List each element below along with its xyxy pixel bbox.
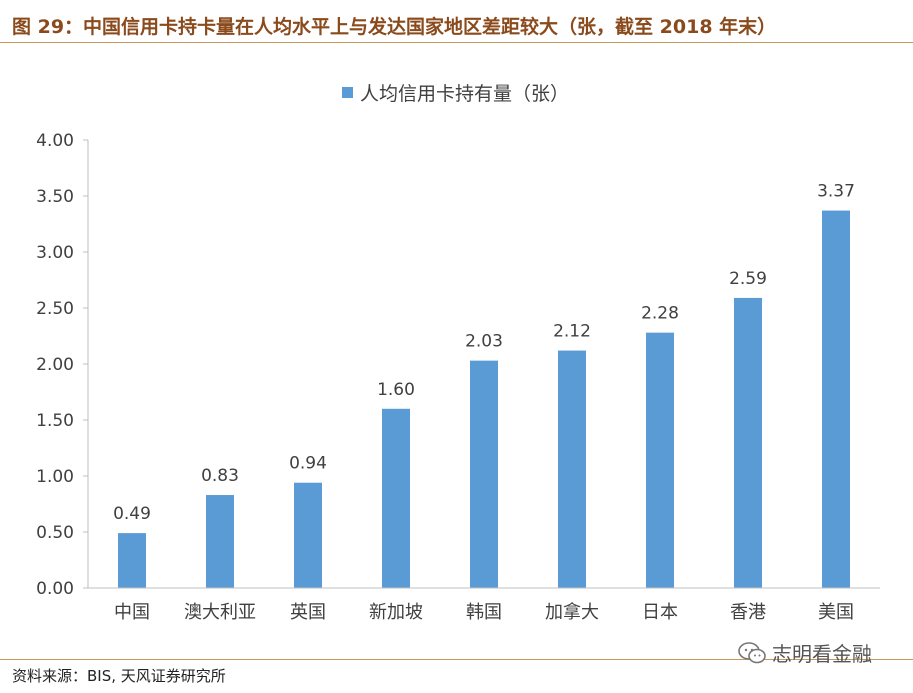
y-axis: 0.00 0.50 1.00 1.50 2.00 2.50 3.00 3.50 4.00 <box>36 131 89 599</box>
x-tick-label: 中国 <box>114 602 150 623</box>
y-tick-label: 4.00 <box>36 131 74 151</box>
bar <box>646 332 674 588</box>
bar <box>734 297 762 588</box>
data-label: 0.49 <box>113 504 151 524</box>
y-tick-label: 2.50 <box>36 299 74 319</box>
data-label: 2.59 <box>729 269 767 289</box>
x-tick-label: 美国 <box>818 602 854 623</box>
data-label: 2.03 <box>465 332 503 352</box>
data-labels: 0.49 0.83 0.94 1.60 2.03 2.12 2.28 2.59 3.37 <box>113 182 855 525</box>
data-label: 0.94 <box>289 454 327 474</box>
y-tick-label: 2.00 <box>36 355 74 375</box>
y-tick-label: 1.50 <box>36 411 74 431</box>
source-divider <box>0 659 913 660</box>
x-tick-label: 香港 <box>730 602 766 623</box>
legend-label: 人均信用卡持有量（张） <box>360 83 569 105</box>
x-tick-label: 英国 <box>290 602 326 623</box>
bar <box>118 533 146 588</box>
bar <box>382 408 410 588</box>
y-tick-label: 1.00 <box>36 467 74 487</box>
data-label: 2.12 <box>553 322 591 342</box>
data-label: 1.60 <box>377 380 415 400</box>
y-tick-label: 0.50 <box>36 523 74 543</box>
bar <box>470 360 498 588</box>
data-label: 0.83 <box>201 466 239 486</box>
source-note: 资料来源：BIS, 天风证券研究所 <box>12 667 226 685</box>
bar <box>206 495 234 588</box>
x-tick-label: 澳大利亚 <box>184 602 256 623</box>
x-tick-label: 加拿大 <box>545 601 599 623</box>
data-label: 2.28 <box>641 304 679 324</box>
bar <box>822 210 850 588</box>
legend: 人均信用卡持有量（张） <box>342 83 569 105</box>
watermark: 志明看金融 <box>738 638 872 667</box>
watermark-text: 志明看金融 <box>772 642 872 666</box>
figure-title: 图 29：中国信用卡持卡量在人均水平上与发达国家地区差距较大（张，截至 2018… <box>12 16 777 38</box>
bar <box>294 482 322 588</box>
x-tick-label: 韩国 <box>466 602 502 623</box>
title-divider <box>0 42 913 43</box>
x-tick-label: 日本 <box>642 602 678 623</box>
x-tick-label: 新加坡 <box>369 602 423 623</box>
y-tick-label: 0.00 <box>36 579 74 599</box>
bar <box>558 350 586 588</box>
x-axis: 中国 澳大利亚 英国 新加坡 韩国 加拿大 日本 香港 美国 <box>88 587 880 623</box>
bars <box>118 210 850 588</box>
y-tick-label: 3.00 <box>36 243 74 263</box>
y-tick-label: 3.50 <box>36 187 74 207</box>
data-label: 3.37 <box>817 182 855 202</box>
legend-swatch <box>342 87 353 98</box>
bar-chart: 人均信用卡持有量（张） 0.00 0.50 1.00 1.50 2.00 2.50 3.00… <box>36 83 880 623</box>
wechat-icon <box>738 641 766 663</box>
